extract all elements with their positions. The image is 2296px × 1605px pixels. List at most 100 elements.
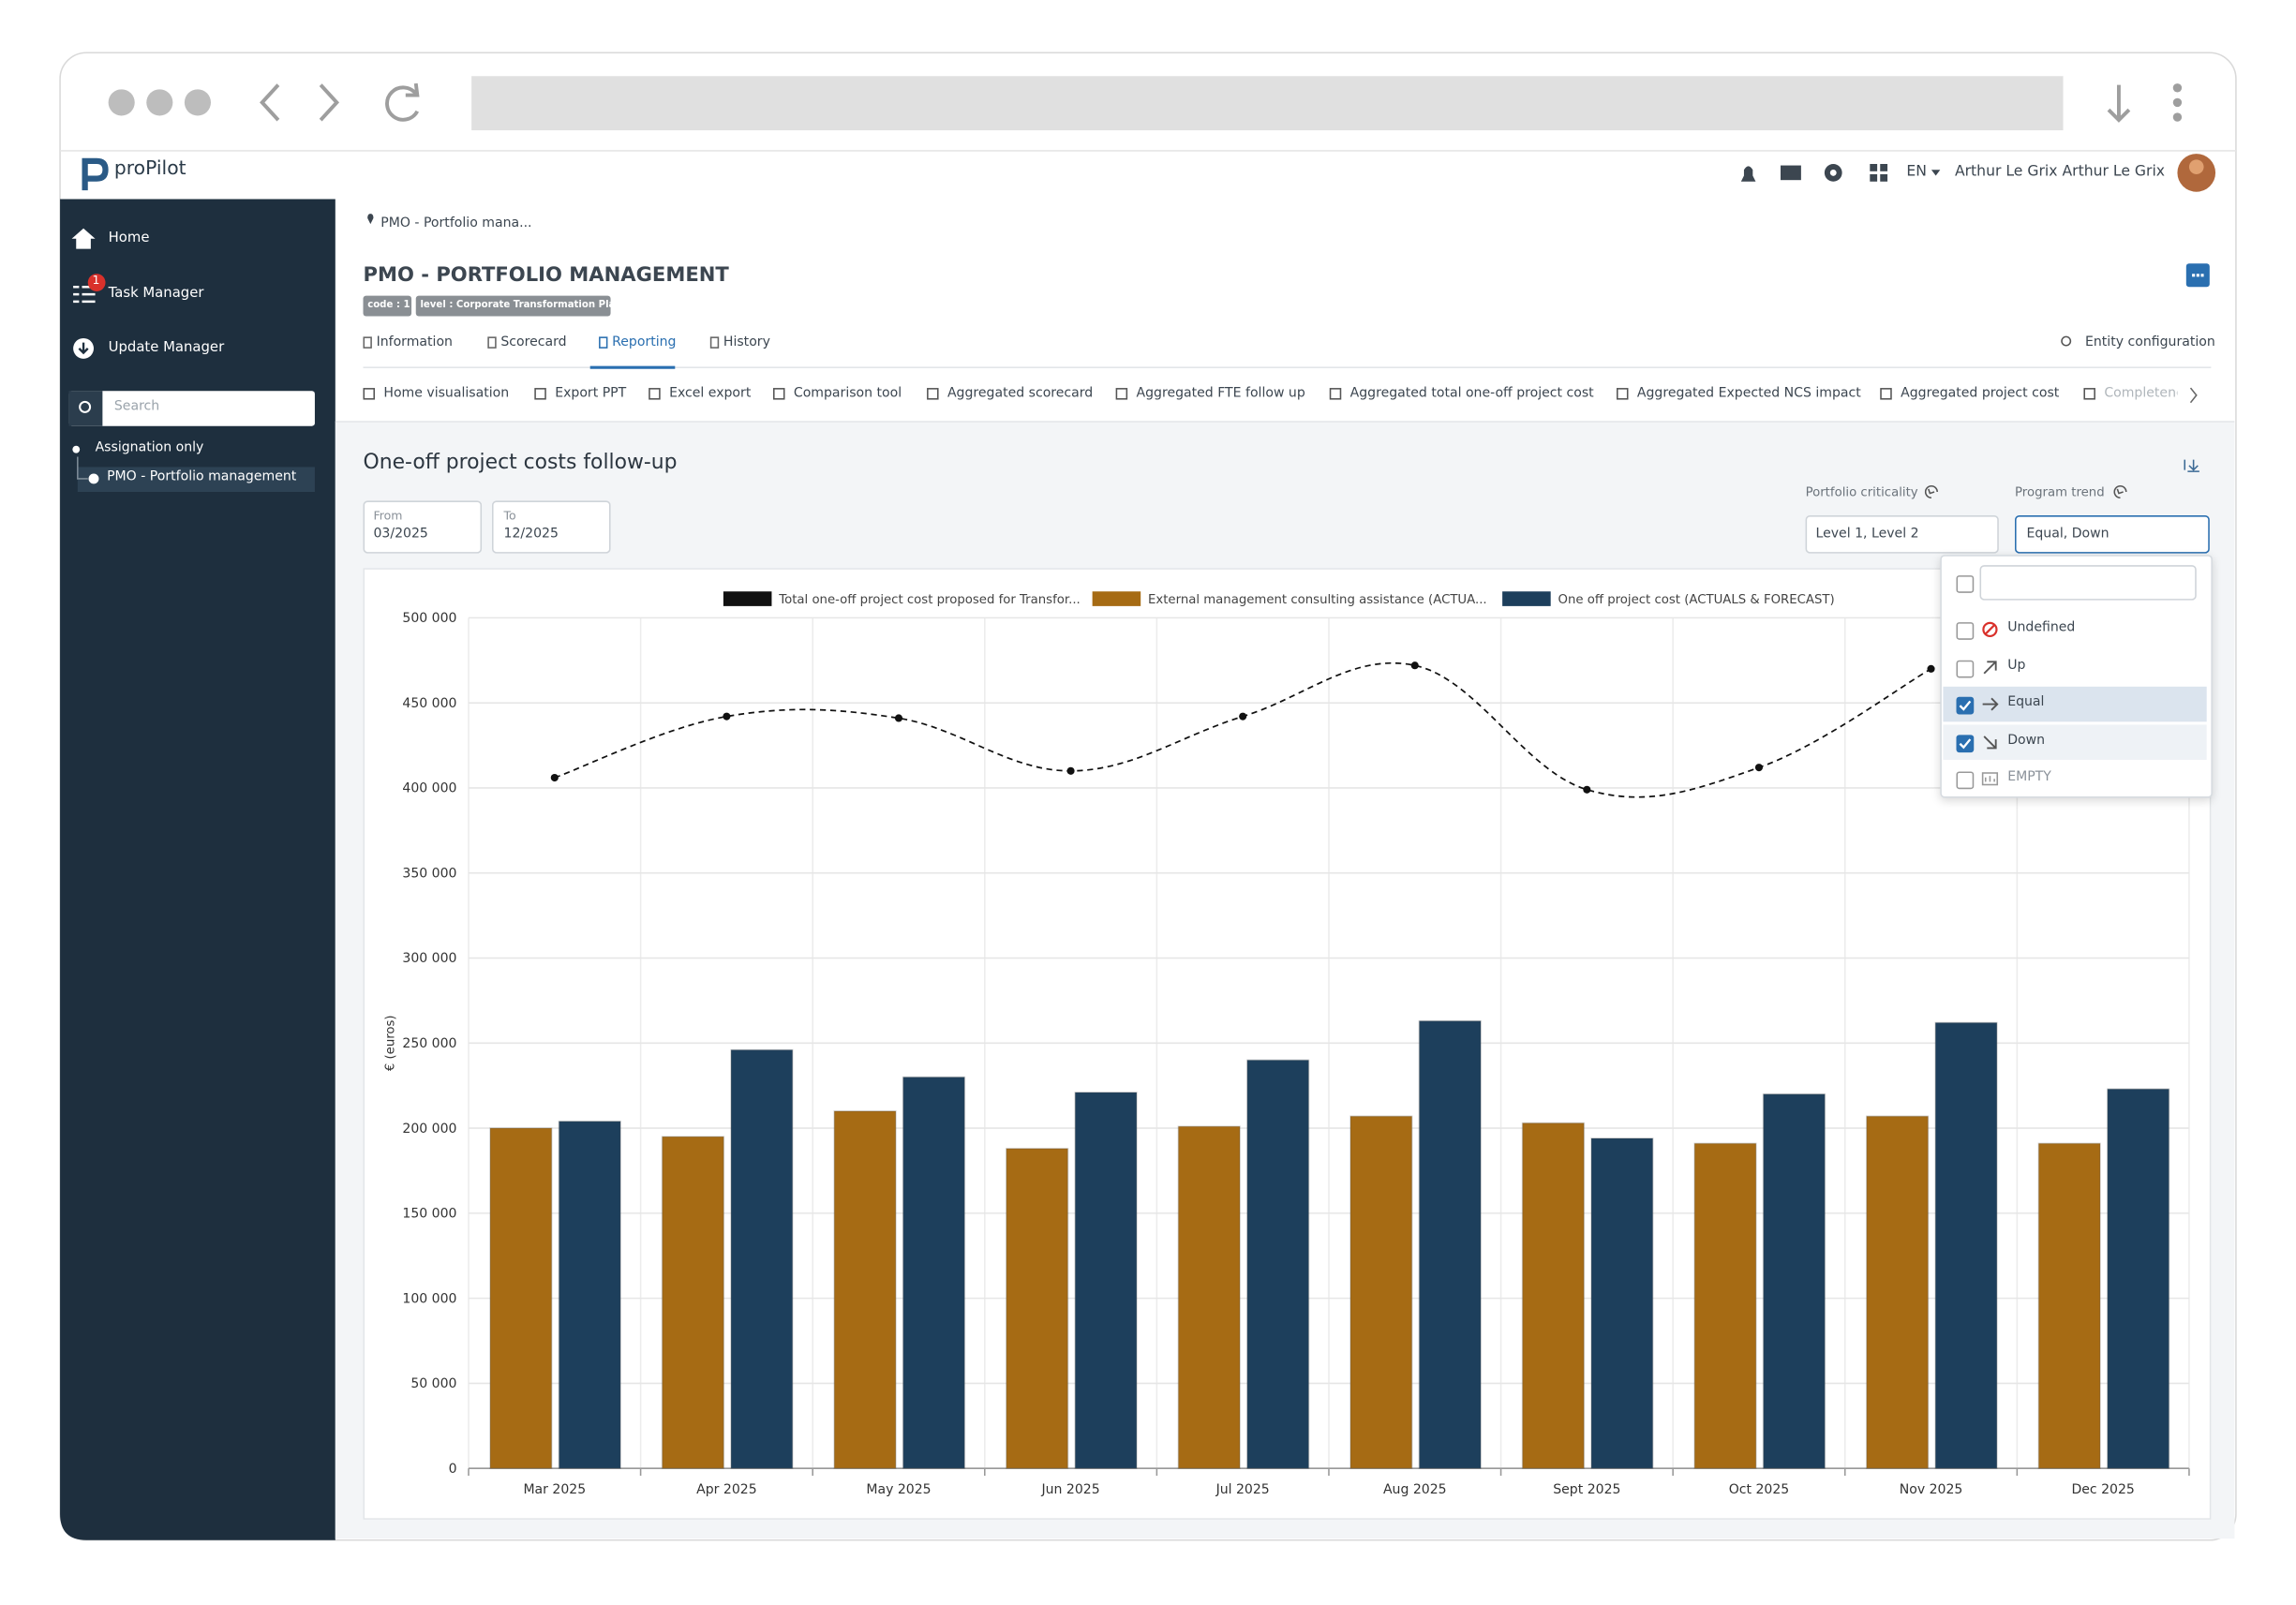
- nav-update-manager[interactable]: Update Manager: [108, 339, 225, 356]
- reset-icons[interactable]: [1924, 484, 2127, 499]
- task-icon: [73, 286, 96, 304]
- subtab[interactable]: Aggregated total one-off project cost: [1349, 386, 1594, 402]
- bar: [902, 1076, 966, 1469]
- subtab[interactable]: Aggregated project cost: [1901, 386, 2060, 402]
- from-value: 03/2025: [373, 527, 428, 542]
- user-name[interactable]: Arthur Le Grix Arthur Le Grix: [1954, 164, 2166, 181]
- subtab[interactable]: Completene: [2104, 386, 2178, 402]
- dropdown-option[interactable]: Undefined: [1943, 612, 2206, 647]
- menu-dot[interactable]: [2172, 83, 2183, 93]
- bar: [1762, 1092, 1826, 1469]
- tree-item[interactable]: Assignation only: [95, 440, 204, 455]
- tab[interactable]: Scorecard: [500, 334, 567, 350]
- dropdown-option[interactable]: Equal: [1943, 686, 2207, 722]
- nav-home[interactable]: Home: [108, 230, 150, 246]
- from-label: From: [373, 509, 403, 523]
- config-icon: [2061, 335, 2072, 347]
- reload[interactable]: [385, 82, 420, 122]
- bar: [833, 1110, 897, 1469]
- tab[interactable]: Reporting: [612, 334, 677, 350]
- x-tick-label: Oct 2025: [1729, 1482, 1790, 1497]
- subtab[interactable]: Aggregated Expected NCS impact: [1636, 386, 1861, 402]
- bar: [1246, 1059, 1310, 1469]
- option-icon: [1982, 697, 1999, 711]
- dropdown-option[interactable]: Down: [1943, 723, 2207, 760]
- x-tick-label: Dec 2025: [2071, 1482, 2134, 1497]
- option-label: Down: [2007, 733, 2046, 748]
- breadcrumb[interactable]: PMO - Portfolio mana...: [380, 216, 532, 231]
- subtab-icon: [1880, 388, 1892, 400]
- download-chart[interactable]: [2184, 459, 2199, 472]
- legend-swatch: [1502, 591, 1551, 606]
- x-tick-label: Jul 2025: [1215, 1482, 1270, 1497]
- subtab-icon: [773, 388, 785, 400]
- line-point: [1410, 661, 1419, 670]
- pin-icon: [367, 214, 374, 225]
- download[interactable]: [2107, 84, 2131, 123]
- x-tick-label: Sept 2025: [1553, 1482, 1620, 1497]
- badge-count: 1: [92, 274, 100, 288]
- entity-configuration[interactable]: Entity configuration: [2085, 334, 2215, 350]
- nav-task-manager[interactable]: Task Manager: [108, 285, 204, 302]
- y-tick-label: 50 000: [410, 1376, 456, 1391]
- to-value: 12/2025: [503, 527, 559, 542]
- bell-icon[interactable]: [1740, 166, 1756, 182]
- check-mark: [1959, 737, 1972, 749]
- subtab[interactable]: Home visualisation: [383, 386, 510, 402]
- tab[interactable]: Information: [376, 334, 453, 350]
- line-point: [1927, 664, 1935, 673]
- from-input[interactable]: [363, 500, 483, 554]
- legend-label: Total one-off project cost proposed for …: [778, 593, 1081, 607]
- option-label: Undefined: [2007, 620, 2076, 636]
- tree-item-selected[interactable]: PMO - Portfolio management: [107, 469, 297, 485]
- legend-label: External management consulting assistanc…: [1148, 593, 1487, 607]
- subtab-icon: [1115, 388, 1128, 400]
- dropdown-option[interactable]: Up: [1943, 649, 2206, 685]
- select-all-checkbox[interactable]: [1956, 575, 1975, 593]
- subtab-icon: [363, 388, 375, 400]
- to-input[interactable]: [492, 500, 611, 554]
- line-point: [550, 773, 559, 782]
- dropdown-search[interactable]: [1979, 565, 2197, 601]
- apps-icon[interactable]: [1870, 164, 1888, 182]
- window-dot: [184, 89, 211, 116]
- badge: [87, 274, 106, 291]
- criticality-label: Portfolio criticality: [1805, 485, 1918, 501]
- subtab[interactable]: Export PPT: [555, 386, 627, 402]
- y-tick-label: 450 000: [402, 696, 456, 711]
- caret: [1931, 170, 1941, 176]
- scroll-right[interactable]: [2189, 387, 2198, 404]
- subtab[interactable]: Comparison tool: [793, 386, 902, 402]
- dropdown-option[interactable]: EMPTY: [1943, 762, 2206, 797]
- tree-branch: [77, 456, 88, 480]
- language[interactable]: EN: [1906, 164, 1927, 181]
- option-label: EMPTY: [2007, 769, 2051, 785]
- subtab[interactable]: Aggregated FTE follow up: [1136, 386, 1305, 402]
- search-placeholder[interactable]: Search: [113, 399, 160, 415]
- subtab-icon: [1329, 388, 1342, 400]
- line: [554, 661, 1931, 798]
- y-tick-label: 150 000: [402, 1207, 456, 1222]
- nav-arrows[interactable]: [260, 83, 340, 122]
- legend-label: One off project cost (ACTUALS & FORECAST…: [1558, 593, 1835, 607]
- x-tick-label: May 2025: [866, 1482, 931, 1497]
- y-tick-label: 350 000: [402, 866, 456, 881]
- chart: 0 50 000 100 000 150 000 200 000 250 000 300 0…: [383, 591, 2190, 1497]
- subtab[interactable]: Aggregated scorecard: [947, 386, 1094, 402]
- tab[interactable]: History: [723, 334, 770, 350]
- line-point: [1754, 764, 1764, 772]
- tab-icon: [709, 336, 720, 349]
- mail-icon[interactable]: [1781, 165, 1801, 181]
- legend-swatch: [1092, 591, 1141, 606]
- update-arrow: [78, 342, 89, 355]
- trend-select[interactable]: [2015, 515, 2210, 554]
- criticality-select[interactable]: [1805, 515, 1999, 554]
- bar: [1521, 1122, 1586, 1469]
- sidebar-search[interactable]: [68, 391, 315, 426]
- bar: [661, 1136, 725, 1469]
- subtab[interactable]: Excel export: [669, 386, 752, 402]
- x-tick-label: Mar 2025: [523, 1482, 586, 1497]
- address-bar[interactable]: [471, 76, 2064, 131]
- line-point: [1066, 766, 1075, 775]
